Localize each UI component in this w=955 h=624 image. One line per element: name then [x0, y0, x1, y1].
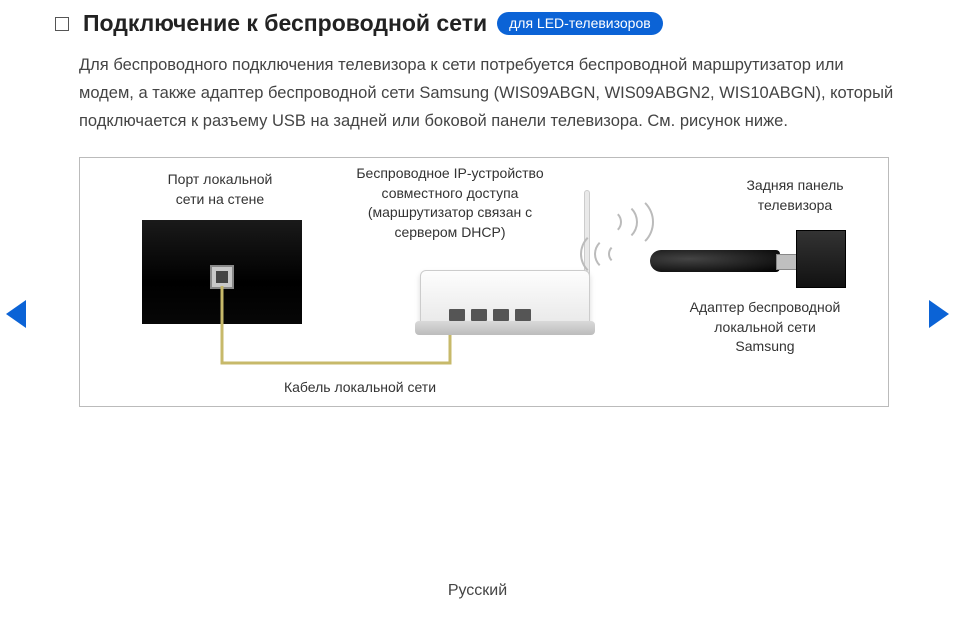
page-content: Подключение к беспроводной сети для LED-… [0, 0, 955, 407]
router-ports-icon [449, 309, 531, 321]
router-graphic [420, 270, 590, 328]
page-title: Подключение к беспроводной сети [83, 10, 487, 37]
prev-page-arrow[interactable] [6, 300, 26, 328]
title-row: Подключение к беспроводной сети для LED-… [55, 10, 900, 37]
device-badge: для LED-телевизоров [497, 12, 663, 35]
description-text: Для беспроводного подключения телевизора… [79, 51, 900, 135]
connection-diagram: Порт локальнойсети на стене Беспроводное… [79, 157, 889, 407]
wifi-adapter-graphic [650, 250, 780, 272]
footer-language: Русский [0, 582, 955, 600]
next-page-arrow[interactable] [929, 300, 949, 328]
tv-back-panel-graphic [796, 230, 846, 288]
bullet-icon [55, 17, 69, 31]
